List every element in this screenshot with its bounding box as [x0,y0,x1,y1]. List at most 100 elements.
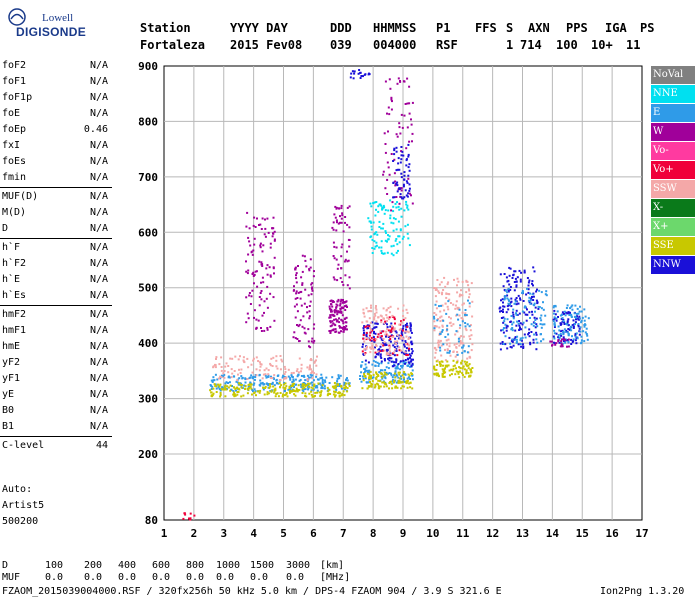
data-point [408,102,411,105]
data-point [406,232,409,235]
data-point [394,371,397,374]
data-point [189,517,192,520]
data-point [563,323,566,325]
data-point [245,225,248,228]
data-point [583,324,586,326]
param-label: MUF(D) [2,191,39,202]
data-point [253,237,256,240]
data-point [385,344,388,346]
data-point [400,332,403,335]
data-point [370,310,373,313]
data-point [528,296,531,299]
data-point [387,166,390,169]
data-point [214,363,216,366]
data-point [252,275,255,277]
data-point [259,389,262,392]
data-point [240,386,243,389]
data-point [374,356,377,359]
data-point [370,385,373,388]
data-point [389,329,392,332]
data-point [387,130,389,133]
data-point [571,308,574,311]
data-point [348,239,351,241]
data-point [189,512,192,515]
data-point [399,381,402,384]
data-point [447,333,450,336]
data-point [336,313,339,316]
data-point [513,270,516,273]
data-point [340,394,343,397]
data-point [346,284,349,287]
legend-item-sse: SSE [651,237,695,255]
data-point [269,389,272,392]
data-point [248,240,251,243]
data-point [368,317,371,320]
param-value: N/A [89,309,108,320]
data-point [333,245,336,248]
data-point [362,337,365,340]
data-point [392,244,395,247]
data-point [502,308,504,311]
data-point [368,378,371,381]
data-point [570,329,573,332]
data-point [513,302,516,305]
data-point [218,363,221,366]
data-point [315,373,318,376]
data-point [368,374,371,377]
data-point [411,387,414,390]
data-point [390,322,393,325]
data-point [521,291,524,294]
data-point [217,383,219,386]
data-point [446,351,449,354]
data-point [298,340,300,343]
data-point [566,331,569,334]
data-point [442,319,445,322]
data-point [438,341,441,344]
data-point [295,290,298,293]
data-point [400,172,403,175]
digisonde-logo: Lowell DIGISONDE [4,4,86,46]
data-point [570,325,573,328]
data-point [294,337,297,340]
data-point [434,303,437,306]
data-point [580,342,582,345]
data-point [370,339,373,342]
data-point [516,320,519,323]
data-point [260,261,263,264]
data-point [377,365,380,367]
data-point [295,389,298,392]
data-point [238,368,240,371]
data-point [390,360,393,363]
data-point [408,374,411,377]
param-value: N/A [89,92,108,103]
data-point [393,361,396,364]
data-point [506,297,509,300]
data-point [408,382,410,385]
data-point [407,155,410,158]
data-point [392,222,395,225]
data-point [362,75,364,78]
data-point [318,382,321,385]
data-point [276,375,279,377]
data-point [290,385,293,387]
x-tick-label: 2 [191,527,198,540]
data-point [387,357,389,360]
data-point [411,352,413,355]
data-point [459,367,462,370]
data-point [362,329,365,332]
data-point [382,338,385,340]
data-point [530,331,533,333]
data-point [321,378,324,381]
data-point [299,319,302,322]
param-row-hf2: h`F2 N/A [0,256,112,272]
data-point [526,277,529,279]
data-point [516,276,519,279]
data-point [364,375,367,377]
param-row-d: D N/A [0,221,112,237]
data-point [408,183,411,186]
data-point [545,294,548,297]
data-point [411,369,414,372]
param-label: hmE [2,341,21,352]
data-point [506,291,509,294]
data-point [287,375,290,378]
